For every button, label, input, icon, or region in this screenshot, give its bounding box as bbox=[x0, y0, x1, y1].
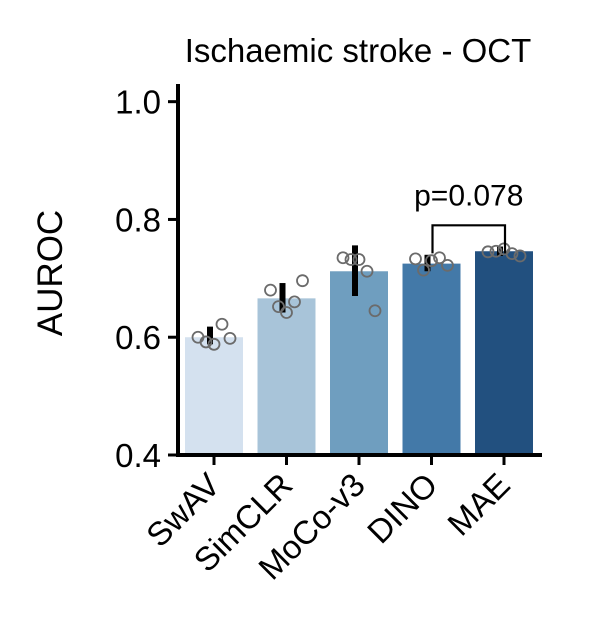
data-point bbox=[217, 319, 228, 330]
x-tick-label-mae: MAE bbox=[440, 466, 517, 543]
data-point bbox=[410, 253, 421, 264]
bar-dino bbox=[403, 264, 461, 455]
x-tick-label-dino: DINO bbox=[360, 466, 444, 550]
bar-simclr bbox=[258, 298, 316, 455]
significance-annotation: p=0.078 bbox=[414, 179, 523, 253]
chart-title: Ischaemic stroke - OCT bbox=[185, 32, 532, 69]
bars-group bbox=[185, 251, 533, 455]
data-point bbox=[265, 285, 276, 296]
bar-mae bbox=[475, 251, 533, 455]
p-value-label: p=0.078 bbox=[414, 179, 523, 212]
bar-moco-v3 bbox=[330, 271, 388, 455]
y-tick-label: 0.4 bbox=[115, 437, 161, 474]
y-axis-label: AUROC bbox=[31, 210, 70, 336]
y-tick-label: 0.6 bbox=[115, 319, 161, 356]
bar-swav bbox=[185, 337, 243, 455]
y-tick-label: 0.8 bbox=[115, 201, 161, 238]
data-point bbox=[297, 275, 308, 286]
y-tick-label: 1.0 bbox=[115, 84, 161, 121]
significance-bracket bbox=[433, 225, 506, 253]
